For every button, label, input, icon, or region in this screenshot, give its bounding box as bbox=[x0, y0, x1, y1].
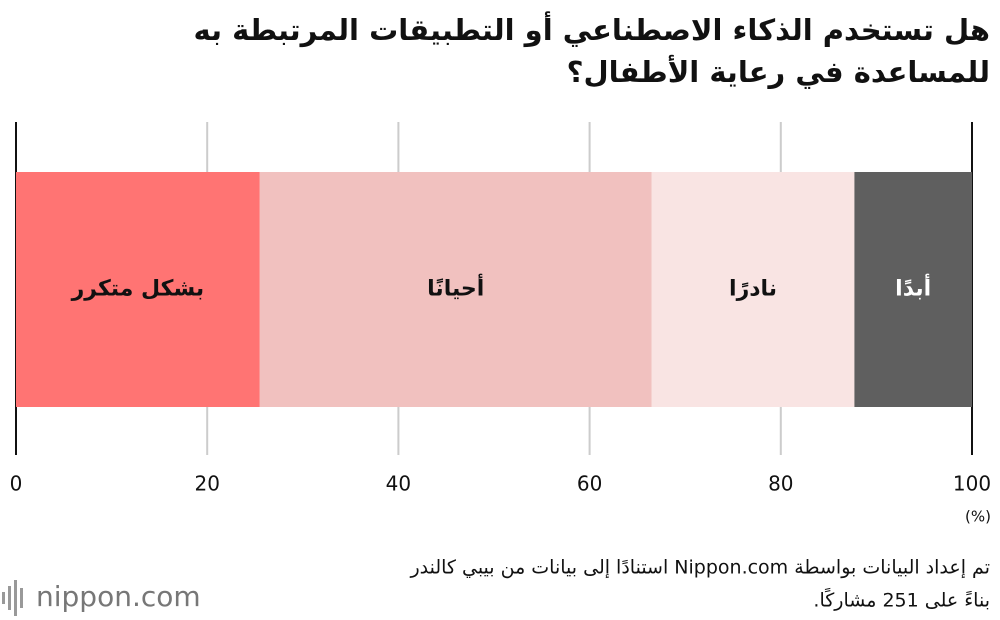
bar-segment bbox=[651, 172, 855, 407]
x-tick-label: 40 bbox=[386, 472, 411, 496]
chart-title: هل تستخدم الذكاء الاصطناعي أو التطبيقات … bbox=[194, 11, 990, 47]
source-note: بناءً على 251 مشاركًا. bbox=[813, 587, 990, 611]
x-tick-label: 0 bbox=[10, 472, 23, 496]
logo: nippon.com bbox=[36, 580, 201, 613]
chart-title: للمساعدة في رعاية الأطفال؟ bbox=[567, 54, 990, 89]
segment-label: أحيانًا bbox=[427, 273, 484, 302]
x-tick-label: 100 bbox=[953, 472, 991, 496]
bar-segment bbox=[16, 172, 260, 407]
unit-label: (%) bbox=[965, 508, 991, 526]
segment-label: بشكل متكرر bbox=[71, 277, 204, 302]
x-tick-label: 60 bbox=[577, 472, 602, 496]
x-tick-label: 20 bbox=[194, 472, 219, 496]
bar-segment bbox=[854, 172, 972, 407]
x-tick-label: 80 bbox=[768, 472, 793, 496]
segment-label: أبدًا bbox=[895, 273, 931, 302]
source-note: تم إعداد البيانات بواسطة Nippon.com استن… bbox=[409, 557, 990, 580]
segment-label: نادرًا bbox=[729, 277, 777, 302]
logo-icon bbox=[2, 580, 23, 616]
bar-segment bbox=[259, 172, 652, 407]
